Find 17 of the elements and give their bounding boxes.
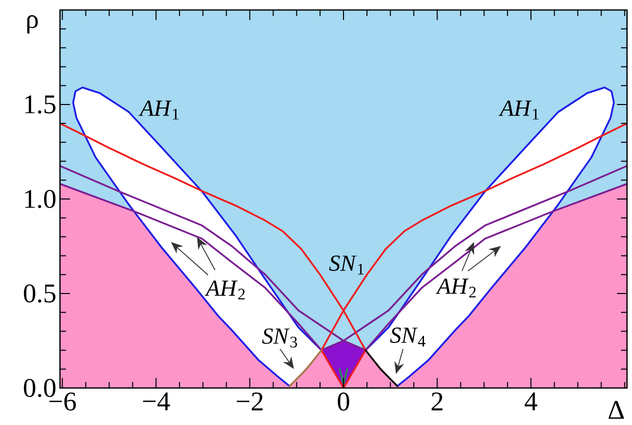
y-tick-label: 0.5: [24, 284, 56, 303]
x-tick-label: 0: [338, 392, 350, 411]
y-axis-title: ρ: [27, 15, 38, 34]
annotation: AH$_{1}$: [498, 100, 539, 120]
y-tick-label: 1.5: [25, 95, 56, 114]
x-tick-label: −4: [143, 392, 170, 410]
annotation: AH$_{2}$: [204, 280, 245, 300]
x-tick-label: 4: [524, 392, 538, 410]
x-tick-label: −2: [236, 392, 263, 410]
annotation: SN$_{4}$: [390, 328, 426, 346]
annotation: AH$_{2}$: [436, 278, 476, 298]
annotation: SN$_{3}$: [262, 328, 298, 348]
y-tick-label: 1.0: [25, 190, 56, 208]
annotation: AH$_{1}$: [138, 100, 179, 120]
x-tick-label: 2: [432, 392, 442, 410]
annotation: SN$_{1}$: [329, 256, 364, 274]
x-axis-title: Δ: [608, 401, 624, 419]
